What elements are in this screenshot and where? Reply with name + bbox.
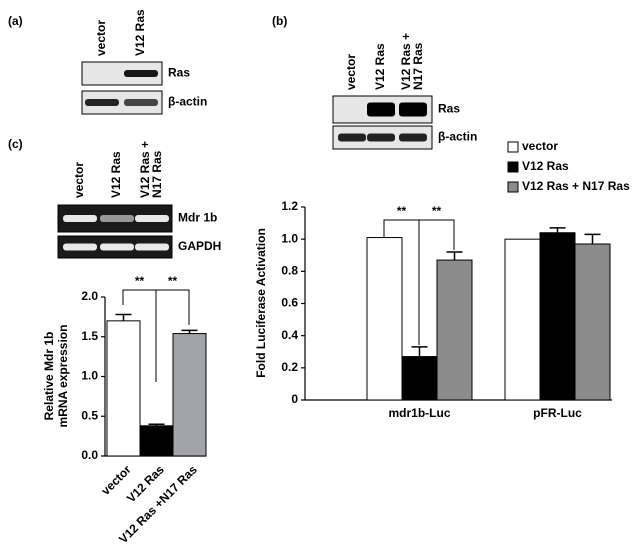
band: [367, 102, 395, 117]
error-bar: [549, 227, 566, 233]
lane-label: V12 Ras +: [138, 141, 152, 198]
lane-label: N17 Ras: [411, 42, 425, 90]
bar: [574, 243, 611, 401]
error-bar: [584, 233, 601, 244]
legend-label: V12 Ras: [522, 159, 569, 173]
lane-label: V12 Ras: [373, 43, 387, 90]
bar: [139, 425, 174, 457]
row-label: Ras: [438, 102, 460, 116]
y-tick-label: 1.2: [281, 199, 298, 213]
y-tick-label: 2.0: [81, 289, 98, 303]
row-label: GAPDH: [178, 239, 221, 253]
band: [63, 243, 97, 251]
row-label: β-actin: [168, 95, 207, 109]
significance-bracket: [418, 219, 455, 345]
error-bar: [411, 346, 428, 357]
band: [100, 215, 134, 222]
band: [399, 133, 427, 142]
y-tick-label: 0: [291, 392, 298, 406]
y-tick-label: 1.5: [81, 329, 98, 343]
y-tick-label: 0.6: [281, 296, 298, 310]
row-label: Mdr 1b: [178, 211, 217, 225]
band: [124, 99, 158, 106]
significance-label: **: [397, 204, 407, 218]
y-tick-label: 1.0: [81, 369, 98, 383]
error-bar: [181, 329, 198, 334]
band: [100, 243, 134, 251]
y-tick-label: 0.5: [81, 408, 98, 422]
panel-label: (c): [8, 137, 23, 151]
legend-label: V12 Ras + N17 Ras: [522, 179, 630, 193]
lane-label: vector: [344, 54, 358, 90]
bar: [172, 333, 207, 457]
band: [135, 243, 169, 251]
band: [124, 70, 158, 77]
row-label: Ras: [168, 66, 190, 80]
legend-swatch: [507, 181, 519, 193]
lane-label: V12 Ras: [133, 9, 147, 56]
legend-swatch: [507, 161, 519, 173]
legend-label: vector: [522, 139, 558, 153]
y-axis-label: mRNA expression: [56, 325, 70, 428]
y-tick-label: 1.0: [281, 231, 298, 245]
bar: [366, 237, 403, 401]
legend-swatch: [507, 141, 519, 153]
bar: [401, 356, 438, 401]
band: [367, 133, 395, 142]
x-tick-label: pFR-Luc: [533, 406, 582, 420]
band: [135, 215, 169, 222]
lane-label: vector: [72, 162, 86, 198]
bar: [106, 320, 141, 457]
bar: [504, 238, 541, 401]
row-label: β-actin: [438, 130, 477, 144]
error-bar: [148, 423, 165, 426]
y-axis-label: Fold Luciferase Activation: [254, 228, 268, 378]
y-tick-label: 0.2: [281, 360, 298, 374]
significance-label: **: [135, 274, 145, 288]
y-axis-label: Relative Mdr 1b: [42, 332, 56, 421]
blot-frame: [81, 61, 163, 86]
significance-bracket: [155, 289, 190, 382]
significance-label: **: [432, 204, 442, 218]
lane-label: V12 Ras: [109, 151, 123, 198]
lane-label: V12 Ras +: [399, 33, 413, 90]
y-tick-label: 0.0: [81, 448, 98, 462]
bar: [436, 259, 473, 401]
band: [399, 102, 427, 117]
y-tick-label: 0.8: [281, 264, 298, 278]
panel-label: (a): [8, 14, 23, 28]
significance-label: **: [168, 274, 178, 288]
band: [63, 215, 97, 222]
band: [85, 99, 119, 106]
blot-frame: [81, 90, 163, 115]
panel-label: (b): [272, 14, 287, 28]
band: [338, 133, 366, 142]
bar: [539, 232, 576, 401]
error-bar: [115, 313, 132, 321]
error-bar: [446, 251, 463, 261]
lane-label: N17 Ras: [150, 150, 164, 198]
lane-label: vector: [94, 20, 108, 56]
x-tick-label: mdr1b-Luc: [388, 406, 450, 420]
y-tick-label: 0.4: [281, 328, 298, 342]
